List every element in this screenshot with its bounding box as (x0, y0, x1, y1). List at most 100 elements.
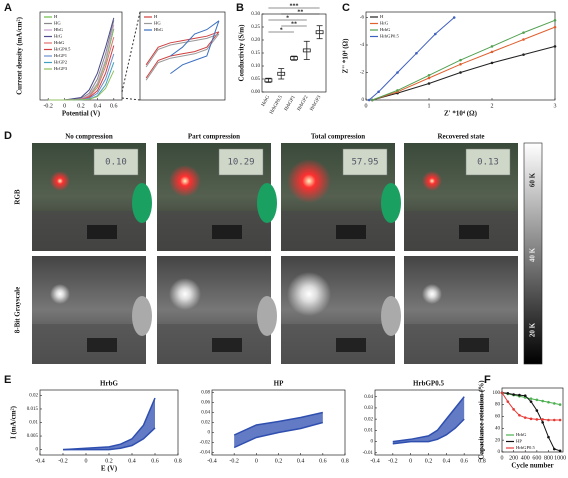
y-axis-label: Capacitance retention (%) (478, 380, 486, 460)
y-tick-label: 0 (36, 448, 39, 453)
point (547, 400, 550, 404)
x-tick-label: 0.6 (319, 458, 327, 464)
x-tick-label: 0.4 (297, 458, 305, 464)
plot-frame (501, 387, 564, 453)
photo-device (212, 225, 242, 239)
legend-label: HG (54, 21, 61, 26)
legend-label: HP (516, 439, 522, 444)
x-axis-label: Potential (V) (62, 110, 101, 118)
x-tick-label: 0.4 (94, 103, 102, 109)
point (512, 393, 515, 396)
legend-label: HrGP1 (54, 53, 68, 58)
photo-device (212, 338, 242, 352)
significance-label: * (280, 27, 283, 33)
led (422, 171, 442, 191)
mean-box (277, 71, 286, 76)
photo-device (87, 225, 117, 239)
point (415, 51, 418, 55)
y-tick-label: 0.02 (364, 417, 373, 422)
point (506, 400, 510, 403)
y-tick-label: 0.01 (364, 428, 373, 433)
point (518, 393, 521, 397)
y-tick-label: -6 (360, 16, 365, 21)
point (558, 403, 562, 406)
y-tick-label: 0 (371, 440, 374, 445)
legend-label: H (380, 14, 384, 19)
y-tick-label: 0.15 (251, 51, 260, 56)
plot-frame (139, 11, 226, 101)
cv-fill (234, 412, 323, 448)
photo-device (459, 225, 489, 239)
point (523, 394, 527, 398)
line-series (48, 70, 115, 101)
legend-label: H (154, 14, 158, 19)
x-tick-label: 0.8 (174, 458, 182, 464)
y-tick-label: 0.30 (251, 12, 260, 17)
mean-box (264, 78, 273, 83)
legend-label: HrG (54, 34, 63, 39)
x-tick-label: 0.6 (460, 458, 468, 464)
column-title: No compression (65, 133, 113, 141)
cv-upper (62, 397, 156, 451)
column-title: Total compression (311, 133, 365, 141)
cv-fill (392, 396, 465, 444)
led (287, 272, 331, 316)
y-axis-label: Conductivity (S/m) (238, 24, 246, 82)
meter-screen (218, 148, 264, 176)
x-axis-label: E (V) (101, 465, 118, 473)
x-tick-label: 0.2 (105, 458, 113, 464)
line-series (501, 392, 561, 421)
mean-box (315, 30, 324, 35)
x-tick-label: -0.4 (207, 458, 217, 464)
y-tick-label: 0 (498, 450, 501, 455)
legend-label: HrbG (516, 432, 527, 437)
colorbar (523, 142, 543, 365)
y-tick-label: 0.03 (364, 406, 373, 411)
photo-glove (381, 183, 401, 223)
led (50, 284, 70, 304)
point (490, 50, 494, 54)
meter-screen (465, 148, 511, 176)
point (459, 71, 462, 74)
x-tick-label: -0.2 (388, 458, 398, 464)
y-tick-label: 0.06 (201, 401, 210, 406)
point (522, 53, 525, 56)
line-series (372, 45, 556, 101)
photo-glove (257, 183, 277, 223)
line-series (170, 20, 220, 57)
x-tick-label: 0.4 (128, 458, 136, 464)
point (518, 413, 521, 417)
legend-label: HbG (154, 27, 164, 32)
y-tick-label: 0.20 (251, 38, 260, 43)
line-series-reverse (145, 31, 220, 79)
photo-device (87, 338, 117, 352)
legend-label: HrGP0.5 (54, 47, 71, 52)
x-tick-label: -0.2 (43, 103, 53, 109)
point (552, 418, 556, 422)
x-tick-label: 1000 (554, 455, 566, 461)
meter-screen (93, 148, 139, 176)
y-tick-label: 60 (495, 415, 501, 420)
photo-device (459, 338, 489, 352)
x-tick-label: HrbGP3 (310, 95, 323, 112)
x-tick-label: 1 (428, 103, 431, 109)
x-tick-label: 600 (532, 455, 541, 461)
point (427, 82, 431, 85)
panel-label: C (342, 2, 350, 14)
y-axis-label: Current density (mA/cm²) (16, 16, 24, 94)
led (169, 165, 201, 197)
point (553, 45, 557, 48)
y-tick-label: 0.04 (201, 411, 210, 416)
y-axis-label: Z'' *10⁴ (Ω) (342, 38, 350, 74)
panel-label: F (484, 374, 491, 386)
point (541, 421, 544, 424)
significance-label: *** (290, 3, 299, 9)
y-tick-label: 40 (495, 426, 501, 431)
x-tick-label: -0.4 (370, 458, 380, 464)
photo-device (336, 225, 366, 239)
legend-label: HrGP3 (54, 66, 68, 71)
legend-label: HrbGP0.5 (380, 34, 399, 39)
point (558, 418, 562, 422)
cv-lower (392, 418, 465, 445)
meter-screen (342, 148, 388, 176)
